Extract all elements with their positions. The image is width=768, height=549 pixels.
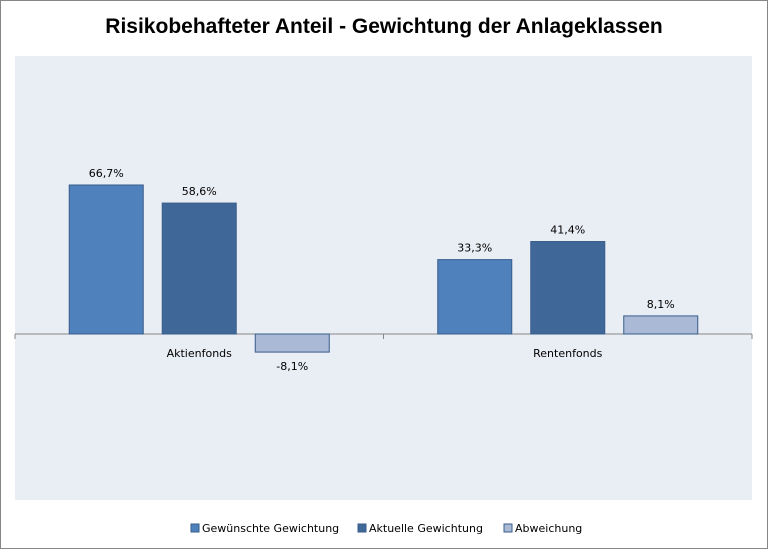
data-label: 66,7%	[89, 167, 124, 180]
legend-entry: Abweichung	[515, 522, 582, 535]
category-label: Aktienfonds	[167, 347, 233, 360]
legend-swatch	[503, 523, 513, 533]
data-label: 41,4%	[550, 224, 585, 237]
bar-rentenfonds-2	[530, 241, 606, 335]
bar-aktienfonds-2	[161, 202, 237, 335]
legend-swatch	[190, 523, 200, 533]
category-label: Rentenfonds	[533, 347, 602, 360]
legend-swatch	[357, 523, 367, 533]
legend-entry: Aktuelle Gewichtung	[369, 522, 483, 535]
data-label: 33,3%	[457, 242, 492, 255]
bar-aktienfonds-1	[68, 184, 144, 335]
legend-entry: Gewünschte Gewichtung	[202, 522, 339, 535]
chart-title: Risikobehafteter Anteil - Gewichtung der…	[105, 15, 662, 38]
bar-aktienfonds-3	[254, 333, 330, 353]
data-label: 58,6%	[182, 185, 217, 198]
legend: Gewünschte Gewichtung Aktuelle Gewichtung…	[190, 522, 582, 535]
data-label: -8,1%	[276, 360, 308, 373]
data-label: 8,1%	[647, 298, 675, 311]
bar-rentenfonds-1	[437, 259, 513, 335]
bar-rentenfonds-3	[623, 315, 699, 335]
